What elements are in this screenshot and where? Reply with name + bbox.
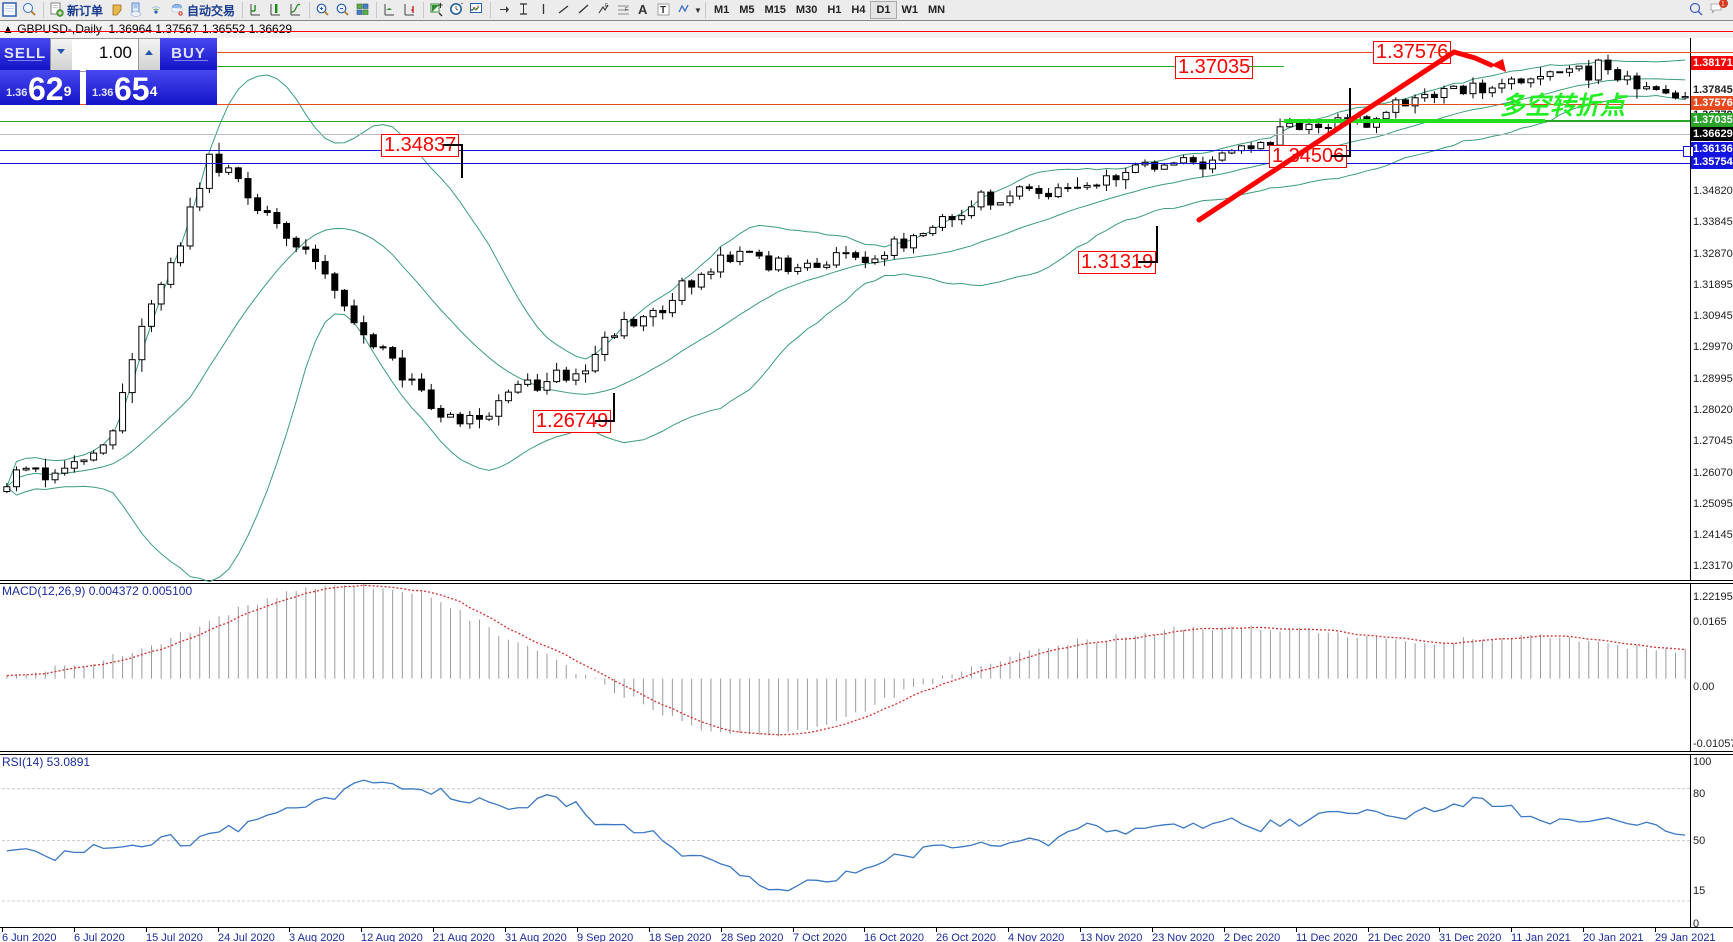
svg-text:T: T: [660, 5, 666, 16]
svg-text:E: E: [605, 3, 609, 9]
svg-text:A: A: [638, 2, 648, 17]
svg-text:F: F: [625, 7, 628, 13]
